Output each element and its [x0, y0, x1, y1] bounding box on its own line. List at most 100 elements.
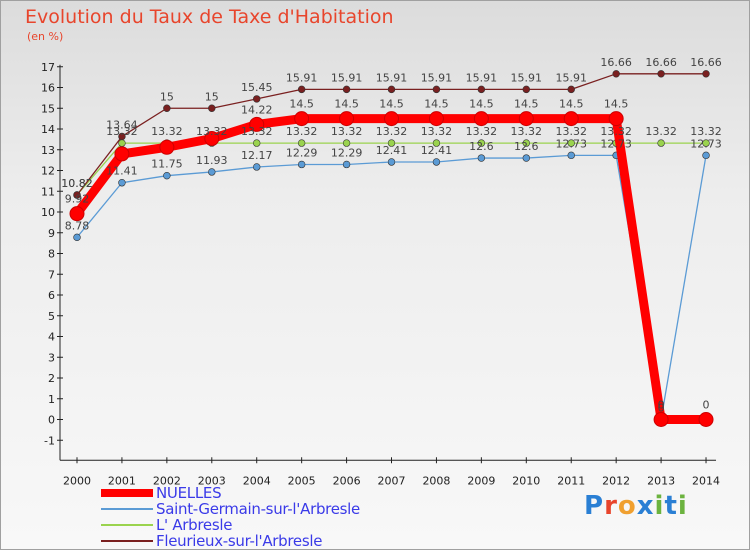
- data-label-nuelles: 14.5: [559, 98, 584, 111]
- data-label-arbresle: 13.32: [600, 125, 632, 138]
- data-label-nuelles: 14.22: [241, 103, 273, 116]
- data-point-fleurieux: [612, 70, 620, 78]
- data-point-nuelles: [608, 111, 624, 127]
- data-point-nuelles: [204, 131, 220, 147]
- data-point-arbresle: [702, 139, 710, 147]
- data-label-arbresle: 13.32: [645, 125, 677, 138]
- data-label-fleurieux: 15.45: [241, 81, 273, 94]
- data-point-fleurieux: [567, 85, 575, 94]
- data-point-saint-germain: [297, 160, 306, 169]
- data-point-fleurieux: [702, 70, 710, 78]
- legend-item-arbresle: L' Arbresle: [101, 516, 401, 534]
- y-tick-label: 2: [48, 372, 55, 385]
- data-label-arbresle: 13.32: [376, 125, 408, 138]
- data-point-arbresle: [297, 139, 306, 147]
- y-tick-label: 10: [41, 206, 55, 219]
- data-point-saint-germain: [163, 171, 171, 180]
- data-label-fleurieux: 15.91: [376, 71, 408, 84]
- data-label-arbresle: 10.82: [61, 177, 93, 190]
- data-point-arbresle: [387, 139, 396, 147]
- y-tick-label: 5: [48, 310, 55, 323]
- y-tick-label: 1: [48, 393, 55, 406]
- y-tick-label: 16: [41, 82, 55, 95]
- data-point-saint-germain: [253, 163, 261, 171]
- data-point-saint-germain: [522, 154, 530, 162]
- data-point-fleurieux: [253, 95, 261, 103]
- data-point-nuelles: [518, 111, 534, 127]
- data-point-saint-germain: [567, 151, 575, 160]
- x-tick-label: 2000: [63, 474, 91, 487]
- data-label-nuelles: 0: [658, 399, 665, 412]
- data-point-nuelles: [428, 111, 444, 127]
- x-tick-label: 2004: [243, 474, 271, 487]
- x-tick-label: 2006: [333, 474, 361, 487]
- data-label-saint-germain: 11.75: [151, 158, 183, 171]
- y-tick-label: 0: [48, 414, 55, 427]
- data-point-fleurieux: [522, 85, 530, 94]
- legend-label-fleurieux: Fleurieux-sur-l'Arbresle: [156, 532, 323, 550]
- x-tick-label: 2002: [153, 474, 181, 487]
- x-tick-label: 2011: [557, 474, 585, 487]
- data-label-saint-germain: 12.73: [600, 137, 632, 150]
- data-point-fleurieux: [163, 104, 171, 112]
- data-label-arbresle: 13.32: [241, 125, 273, 138]
- data-label-saint-germain: 12.17: [241, 149, 273, 162]
- legend-item-fleurieux: Fleurieux-sur-l'Arbresle: [101, 532, 401, 550]
- data-label-fleurieux: 16.66: [600, 56, 632, 69]
- data-point-arbresle: [253, 139, 261, 147]
- data-label-arbresle: 13.32: [555, 125, 587, 138]
- x-tick-label: 2007: [378, 474, 406, 487]
- data-label-fleurieux: 15.91: [511, 71, 543, 84]
- legend-swatch-arbresle: [101, 524, 153, 526]
- legend-label-nuelles: NUELLES: [156, 484, 222, 502]
- data-point-nuelles: [653, 412, 669, 427]
- y-tick-label: 9: [48, 227, 55, 240]
- y-tick-label: 15: [41, 102, 55, 115]
- y-tick-label: 4: [48, 331, 55, 344]
- data-label-nuelles: 14.5: [469, 98, 494, 111]
- y-tick-label: 17: [41, 61, 55, 74]
- data-label-arbresle: 13.32: [421, 125, 453, 138]
- data-label-arbresle: 13.32: [511, 125, 543, 138]
- data-label-saint-germain: 12.73: [690, 137, 722, 150]
- legend-label-saint-germain: Saint-Germain-sur-l'Arbresle: [156, 500, 360, 518]
- legend-swatch-fleurieux: [101, 540, 153, 542]
- y-tick-label: 3: [48, 351, 55, 364]
- data-label-arbresle: 13.32: [331, 125, 363, 138]
- data-label-fleurieux: 16.66: [645, 56, 677, 69]
- data-point-nuelles: [69, 206, 85, 222]
- data-point-arbresle: [522, 139, 530, 147]
- data-label-nuelles: 14.5: [514, 98, 539, 111]
- data-label-arbresle: 13.32: [196, 125, 228, 138]
- x-tick-label: 2012: [602, 474, 630, 487]
- data-label-fleurieux: 13.64: [106, 118, 138, 131]
- data-point-nuelles: [339, 111, 355, 127]
- x-tick-label: 2008: [422, 474, 450, 487]
- data-label-arbresle: 13.32: [106, 125, 138, 138]
- y-tick-label: 11: [41, 185, 55, 198]
- y-tick-label: 12: [41, 165, 55, 178]
- data-point-arbresle: [657, 139, 665, 147]
- data-point-nuelles: [159, 139, 175, 155]
- data-label-nuelles: 14.5: [289, 98, 314, 111]
- data-label-fleurieux: 10.82: [61, 177, 93, 190]
- data-point-saint-germain: [73, 233, 81, 242]
- legend-item-nuelles: NUELLES: [101, 484, 401, 502]
- data-point-nuelles: [384, 111, 400, 127]
- data-label-saint-germain: 11.93: [196, 154, 228, 167]
- x-tick-label: 2001: [108, 474, 136, 487]
- data-label-saint-germain: 12.29: [286, 146, 318, 159]
- data-label-saint-germain: 8.78: [65, 219, 90, 232]
- y-axis-unit: (en %): [27, 30, 64, 43]
- data-point-arbresle: [477, 139, 486, 147]
- data-label-fleurieux: 15.91: [331, 71, 363, 84]
- data-point-fleurieux: [387, 85, 396, 94]
- data-label-fleurieux: 15: [205, 90, 219, 103]
- chart-title: Evolution du Taux de Taxe d'Habitation: [25, 6, 394, 28]
- data-label-saint-germain: 0: [658, 402, 665, 415]
- data-point-nuelles: [249, 116, 265, 132]
- legend-swatch-nuelles: [101, 489, 153, 497]
- data-point-nuelles: [114, 146, 130, 162]
- data-label-fleurieux: 15.91: [421, 71, 453, 84]
